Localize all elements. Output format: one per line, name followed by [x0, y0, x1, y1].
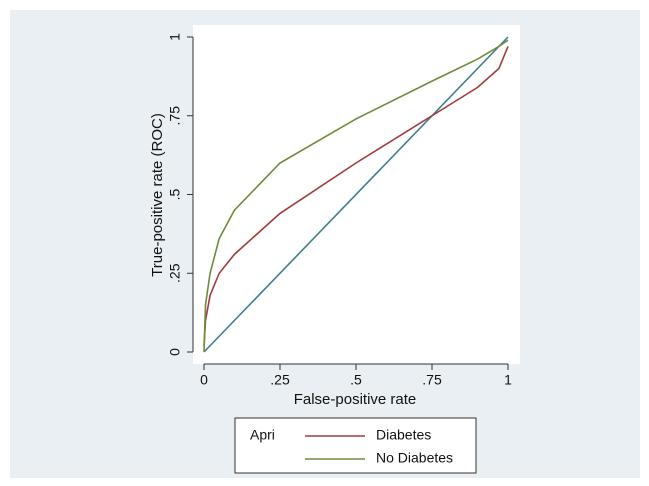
y-tick-label: .25	[167, 263, 183, 283]
x-tick-label: 1	[504, 372, 512, 388]
y-axis-label: True-positive rate (ROC)	[149, 113, 166, 277]
y-tick-label: 0	[167, 348, 183, 356]
legend	[234, 417, 477, 474]
legend-label: Diabetes	[376, 427, 431, 443]
y-tick-label: 1	[167, 33, 183, 41]
roc-curve	[203, 46, 509, 346]
x-tick-label: .25	[270, 372, 290, 388]
y-tick-label: .75	[167, 106, 183, 126]
legend-label: No Diabetes	[376, 450, 453, 466]
x-axis-label: False-positive rate	[294, 391, 417, 408]
roc-curve	[203, 39, 509, 353]
legend-title: Apri	[250, 427, 275, 443]
x-tick-label: .5	[350, 372, 362, 388]
reference-line	[203, 36, 509, 353]
x-tick-label: .75	[422, 372, 442, 388]
x-tick-label: 0	[200, 372, 208, 388]
y-tick-label: .5	[167, 188, 183, 200]
